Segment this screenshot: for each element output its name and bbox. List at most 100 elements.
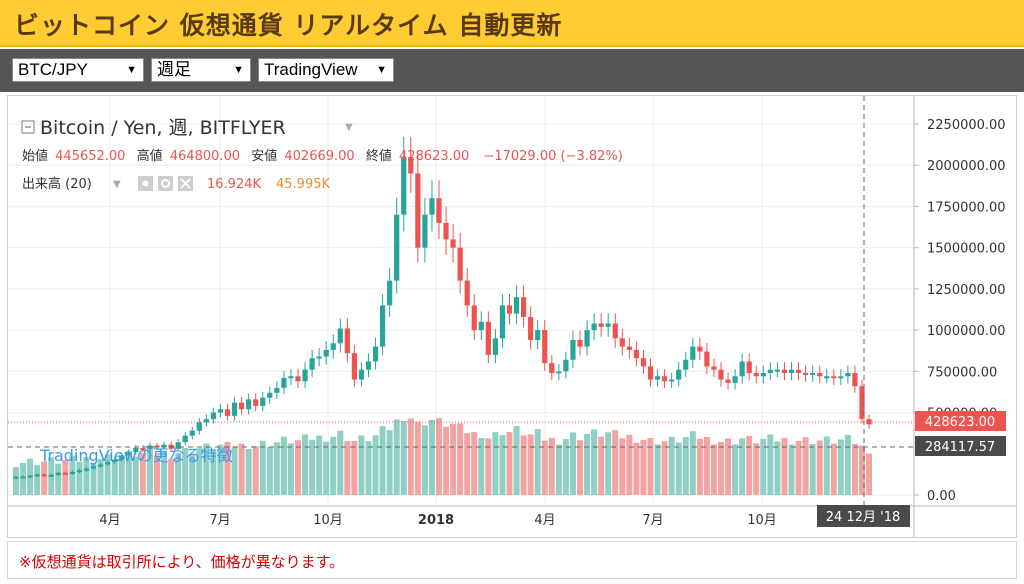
candle-body — [619, 338, 625, 347]
candle-body — [570, 340, 576, 360]
time-axis-label: 7月 — [642, 513, 663, 528]
volume-bar — [527, 434, 534, 495]
candle-body — [394, 214, 400, 281]
volume-bar — [365, 441, 372, 495]
candle-body — [478, 321, 484, 331]
candle-body — [563, 359, 569, 372]
candle-body — [845, 372, 851, 377]
volume-bar — [97, 458, 104, 495]
volume-bar — [612, 430, 619, 495]
candle-body — [591, 323, 597, 331]
low-label: 安値 — [251, 148, 277, 164]
volume-bar — [816, 440, 823, 495]
candle-body — [852, 372, 858, 387]
candle-body — [676, 369, 682, 380]
candle-body — [521, 297, 527, 317]
candle-body — [274, 387, 280, 393]
volume-bar — [76, 461, 83, 495]
candle-body — [739, 361, 745, 377]
volume-bar — [231, 446, 238, 495]
chart-widget[interactable]: 2250000.00 2000000.00 1750000.00 1500000.00… — [7, 95, 1017, 538]
candle-body — [55, 472, 61, 475]
tradingview-features-link[interactable]: TradingViewの更なる特徴 — [39, 446, 233, 465]
price-axis-label: 0.00 — [927, 489, 956, 504]
candle-body — [464, 280, 470, 306]
candle-body — [803, 372, 809, 375]
price-axis-label: 2000000.00 — [927, 159, 1006, 174]
collapse-icon[interactable] — [21, 120, 35, 134]
price-axis-label: 750000.00 — [927, 365, 997, 380]
volume-bar — [295, 440, 301, 495]
candle-body — [415, 173, 421, 248]
candle-body — [69, 471, 75, 474]
volume-bar — [400, 421, 407, 495]
candle-body — [598, 323, 604, 327]
candle-body — [401, 156, 407, 215]
volume-bar — [344, 441, 351, 495]
candle-body — [443, 222, 449, 240]
price-axis-label: 1750000.00 — [927, 200, 1006, 215]
candle-body — [281, 377, 287, 388]
volume-bar — [337, 430, 344, 495]
candle-body — [90, 466, 97, 469]
candle-body — [492, 338, 498, 355]
candle-body — [810, 372, 816, 375]
volume-bar — [104, 454, 111, 495]
time-axis: 4月 7月 10月 2018 4月 7月 10月 — [99, 513, 776, 528]
volume-value-2: 45.995K — [276, 177, 330, 192]
interval-select[interactable]: 週足 ▼ — [151, 58, 251, 82]
volume-label: 出来高 (20) — [22, 176, 92, 192]
volume-bar — [182, 447, 189, 495]
price-chart[interactable]: 2250000.00 2000000.00 1750000.00 1500000.00… — [8, 96, 1016, 537]
volume-bar — [358, 435, 365, 495]
candle-body — [499, 305, 506, 339]
candle-body — [358, 369, 365, 380]
candle-body — [344, 328, 350, 354]
time-axis-label: 4月 — [534, 513, 555, 528]
volume-bar — [443, 426, 450, 495]
candle-body — [633, 349, 639, 359]
candle-body — [133, 448, 139, 453]
candle-body — [746, 361, 752, 373]
chevron-down-icon[interactable]: ▼ — [113, 179, 121, 190]
volume-bar — [584, 434, 591, 495]
candle-body — [732, 376, 738, 383]
gear-icon[interactable] — [158, 176, 173, 191]
volume-bar — [520, 435, 527, 495]
pair-select-value: BTC/JPY — [18, 60, 88, 79]
volume-bar — [689, 431, 696, 495]
volume-bar — [196, 448, 203, 495]
volume-bar — [471, 432, 478, 495]
source-select[interactable]: TradingView ▼ — [258, 58, 394, 82]
candle-body — [725, 379, 731, 383]
volume-bar — [739, 438, 746, 495]
candle-body — [549, 363, 555, 373]
interval-select-value: 週足 — [157, 60, 191, 79]
volume-bar — [266, 447, 273, 495]
candle-body — [372, 346, 379, 362]
candle-body — [34, 474, 40, 477]
candle-body — [774, 369, 780, 372]
volume-bar — [703, 436, 710, 495]
chevron-down-icon: ▼ — [233, 64, 244, 76]
ohlc-legend: 始値 445652.00 高値 464800.00 安値 402669.00 終… — [22, 148, 623, 164]
pair-select[interactable]: BTC/JPY ▼ — [12, 58, 144, 82]
volume-bar — [485, 438, 492, 495]
volume-bar — [111, 460, 118, 495]
volume-bar — [175, 453, 182, 495]
candle-body — [330, 343, 336, 350]
volume-bar — [506, 432, 513, 495]
candle-body — [288, 376, 294, 379]
volume-bar — [626, 434, 633, 495]
volume-bar — [605, 432, 612, 495]
candles — [13, 136, 872, 479]
chevron-down-icon[interactable]: ▼ — [345, 122, 353, 133]
candle-body — [718, 369, 724, 380]
footer: ※仮想通貨は取引所により、価格が異なります。 — [7, 541, 1017, 579]
candle-body — [654, 376, 661, 380]
volume-bar — [287, 443, 294, 495]
candle-body — [41, 474, 47, 477]
candle-body — [753, 372, 759, 377]
footer-note: ※仮想通貨は取引所により、価格が異なります。 — [19, 553, 345, 571]
volume-bar — [696, 438, 703, 495]
